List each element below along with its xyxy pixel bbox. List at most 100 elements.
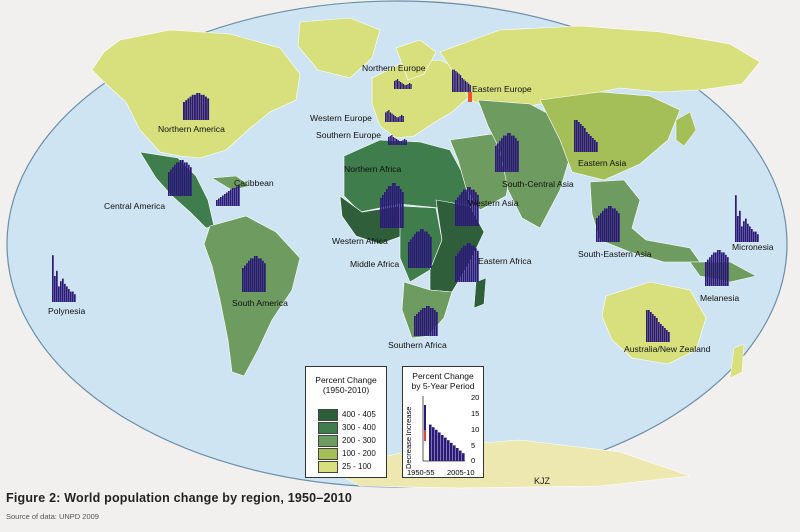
label-southern-europe: Southern Europe	[316, 130, 381, 140]
bar	[396, 139, 398, 145]
caribbean-land	[211, 175, 251, 191]
bar	[400, 82, 402, 89]
bar	[509, 133, 511, 172]
bar	[501, 138, 503, 172]
bar	[467, 243, 469, 282]
bar	[400, 141, 403, 145]
bar	[426, 231, 428, 268]
bar	[517, 140, 519, 172]
bar	[753, 231, 755, 242]
bar	[205, 96, 207, 120]
new-zealand-land	[729, 343, 745, 379]
bar	[515, 138, 517, 172]
bar	[404, 139, 406, 145]
bar	[252, 258, 254, 292]
bar	[398, 186, 400, 228]
bar	[606, 208, 608, 242]
region-bar-chart	[495, 133, 519, 172]
bar	[185, 100, 188, 120]
bar	[598, 215, 600, 242]
bar	[467, 187, 469, 226]
bar	[460, 75, 462, 92]
bar	[409, 83, 411, 89]
label-western-europe: Western Europe	[310, 113, 372, 123]
five-year-period-legend: Percent Change by 5-Year Period Increase…	[402, 366, 484, 478]
region-bar-chart	[646, 310, 670, 342]
region-bar-chart	[735, 195, 759, 242]
decrease-marker	[468, 92, 472, 102]
bar	[755, 231, 757, 242]
bar	[430, 236, 432, 268]
label-south-central-asia: South-Central Asia	[502, 179, 574, 189]
decrease-label: Decrease	[404, 437, 413, 469]
bar	[505, 135, 507, 172]
bar	[402, 116, 404, 122]
sample-bar	[432, 427, 435, 461]
period-legend-title: Percent Change by 5-Year Period	[403, 371, 483, 391]
bar	[743, 221, 745, 242]
increase-label: Increase	[404, 407, 413, 436]
label-eastern-africa: Eastern Africa	[478, 256, 532, 266]
bar	[398, 81, 400, 89]
region-bar-chart	[455, 243, 479, 282]
bar	[713, 252, 715, 286]
bar	[62, 278, 64, 302]
tick-10: 10	[471, 425, 479, 434]
bar	[503, 135, 505, 172]
bar	[463, 189, 465, 226]
bar	[727, 257, 729, 286]
bar	[717, 250, 719, 286]
bar	[232, 188, 234, 206]
bar	[183, 102, 185, 120]
region-bar-chart	[52, 255, 76, 302]
bar	[236, 186, 238, 206]
bar	[715, 252, 717, 286]
bar	[612, 208, 614, 242]
sample-bar	[447, 440, 450, 461]
bar	[200, 94, 203, 120]
bar	[410, 239, 412, 268]
swatch-label-300-400: 300 - 400	[342, 423, 376, 432]
bar	[401, 114, 403, 122]
bar	[402, 192, 404, 228]
bar	[404, 85, 406, 89]
bar	[397, 79, 399, 89]
bar	[58, 286, 60, 302]
bar	[388, 110, 390, 122]
label-caribbean: Caribbean	[234, 178, 274, 188]
bar	[407, 84, 409, 89]
region-labels: Northern America Central America Caribbe…	[48, 63, 774, 354]
bar	[465, 245, 467, 282]
bar	[180, 160, 182, 196]
bar	[432, 308, 434, 336]
bar	[392, 137, 395, 145]
bar	[747, 223, 749, 242]
bar	[394, 81, 396, 89]
bar	[735, 195, 737, 242]
bar	[191, 94, 194, 120]
label-northern-europe: Northern Europe	[362, 63, 426, 73]
bar	[414, 316, 416, 336]
bar	[668, 332, 670, 342]
sample-bar	[435, 429, 438, 461]
bar	[757, 234, 759, 242]
bar	[745, 218, 747, 242]
bar	[507, 133, 509, 172]
sample-bar	[450, 442, 453, 461]
bar	[588, 134, 590, 152]
bar	[578, 122, 580, 152]
bar	[395, 80, 397, 89]
bar	[664, 328, 666, 342]
region-bar-chart	[388, 135, 407, 145]
label-western-africa: Western Africa	[332, 236, 388, 246]
bar	[170, 169, 172, 196]
bar	[414, 234, 416, 268]
bar	[576, 120, 578, 152]
bar	[709, 257, 711, 286]
label-southern-africa: Southern Africa	[388, 340, 447, 350]
bar	[610, 206, 612, 242]
bar	[662, 326, 664, 342]
bar	[721, 252, 723, 286]
bar	[176, 162, 178, 196]
bar	[405, 140, 407, 145]
